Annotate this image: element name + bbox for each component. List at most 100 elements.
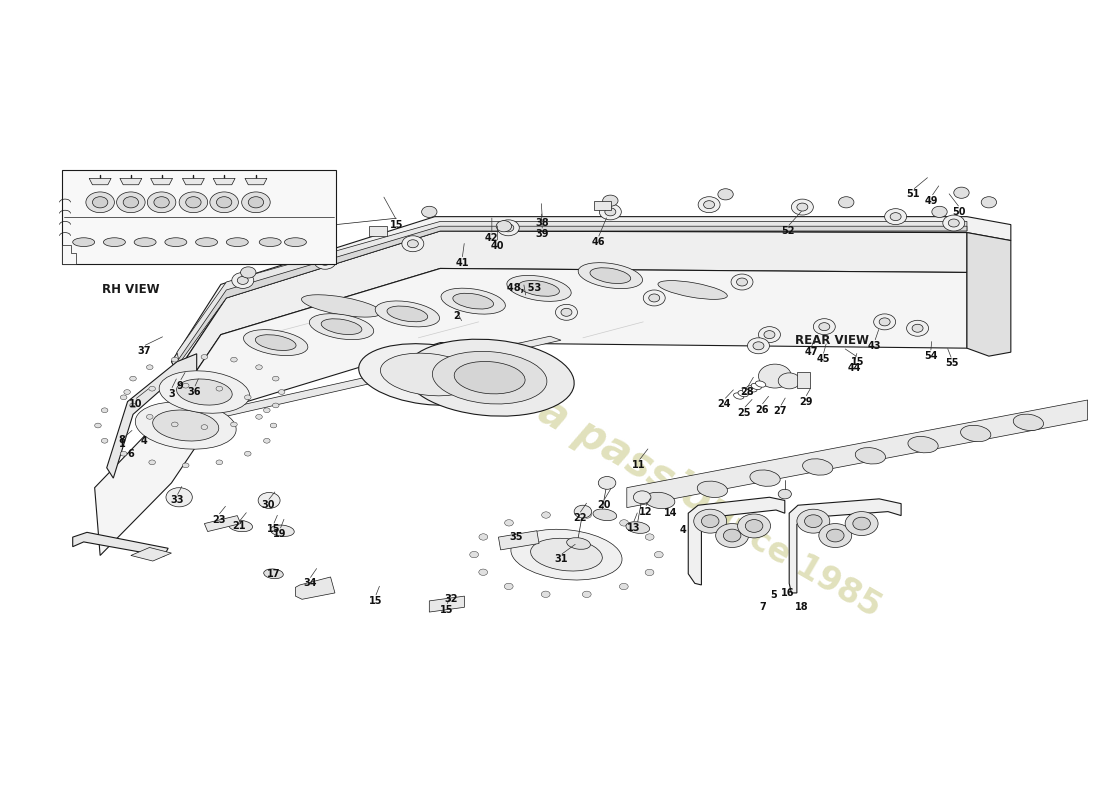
Circle shape: [645, 570, 653, 576]
Text: 26: 26: [755, 405, 769, 414]
Text: 38: 38: [536, 218, 549, 228]
Circle shape: [101, 408, 108, 413]
Circle shape: [264, 408, 271, 413]
Bar: [368, 226, 386, 236]
Ellipse shape: [309, 314, 374, 340]
Circle shape: [172, 358, 178, 362]
Circle shape: [981, 197, 997, 208]
Ellipse shape: [519, 281, 560, 296]
Ellipse shape: [510, 530, 622, 580]
Circle shape: [244, 395, 251, 400]
Circle shape: [948, 219, 959, 227]
Text: 47: 47: [804, 347, 818, 357]
Ellipse shape: [271, 525, 294, 537]
Ellipse shape: [658, 281, 727, 299]
Circle shape: [264, 438, 271, 443]
Ellipse shape: [227, 238, 249, 246]
Circle shape: [273, 376, 279, 381]
Polygon shape: [73, 532, 168, 556]
Circle shape: [852, 517, 870, 530]
Text: 4: 4: [141, 437, 147, 446]
Circle shape: [890, 213, 901, 221]
Circle shape: [183, 463, 189, 468]
Circle shape: [561, 308, 572, 316]
Circle shape: [210, 192, 239, 213]
Circle shape: [737, 278, 748, 286]
Text: 15: 15: [368, 596, 383, 606]
Text: 15: 15: [850, 357, 864, 366]
Circle shape: [716, 523, 749, 547]
Text: 31: 31: [554, 554, 568, 565]
Ellipse shape: [165, 238, 187, 246]
Ellipse shape: [260, 238, 282, 246]
Text: 21: 21: [233, 521, 246, 531]
Ellipse shape: [160, 371, 250, 414]
Polygon shape: [172, 231, 967, 408]
Text: REAR VIEW: REAR VIEW: [795, 334, 869, 346]
Circle shape: [179, 192, 208, 213]
Circle shape: [148, 386, 155, 391]
Ellipse shape: [453, 294, 494, 309]
Text: 15: 15: [389, 220, 403, 230]
Circle shape: [120, 451, 127, 456]
Polygon shape: [175, 226, 967, 370]
Circle shape: [845, 512, 878, 535]
Circle shape: [503, 224, 514, 232]
Circle shape: [748, 338, 769, 354]
Ellipse shape: [264, 569, 284, 578]
Polygon shape: [498, 530, 539, 550]
Text: 6: 6: [128, 450, 134, 459]
Circle shape: [826, 529, 844, 542]
Circle shape: [954, 187, 969, 198]
Text: 48, 53: 48, 53: [506, 283, 541, 294]
Circle shape: [172, 422, 178, 427]
Circle shape: [273, 403, 279, 408]
Circle shape: [796, 510, 829, 533]
Text: a passion: a passion: [531, 390, 745, 538]
Circle shape: [130, 403, 136, 408]
Circle shape: [201, 354, 208, 359]
Ellipse shape: [566, 538, 591, 550]
Circle shape: [148, 460, 155, 465]
Text: 16: 16: [781, 588, 795, 598]
Text: 39: 39: [536, 229, 549, 239]
Circle shape: [92, 197, 108, 208]
Circle shape: [605, 208, 616, 216]
Circle shape: [694, 510, 727, 533]
Ellipse shape: [134, 238, 156, 246]
Circle shape: [217, 197, 232, 208]
Text: 9: 9: [177, 381, 184, 390]
Circle shape: [654, 551, 663, 558]
Circle shape: [186, 197, 201, 208]
Circle shape: [702, 515, 719, 527]
Circle shape: [146, 365, 153, 370]
Ellipse shape: [747, 386, 757, 392]
Circle shape: [504, 583, 513, 590]
Ellipse shape: [432, 351, 547, 404]
Text: 15: 15: [266, 524, 280, 534]
Circle shape: [147, 192, 176, 213]
Circle shape: [759, 326, 780, 342]
Ellipse shape: [908, 437, 938, 453]
Ellipse shape: [579, 262, 642, 289]
Circle shape: [603, 195, 618, 206]
Polygon shape: [205, 336, 561, 424]
Text: 43: 43: [868, 341, 881, 350]
Polygon shape: [183, 178, 205, 185]
Ellipse shape: [321, 318, 362, 334]
Ellipse shape: [454, 362, 525, 394]
Circle shape: [574, 506, 592, 518]
Circle shape: [241, 267, 256, 278]
Text: 18: 18: [794, 602, 808, 612]
Circle shape: [619, 583, 628, 590]
Circle shape: [619, 520, 628, 526]
Text: 45: 45: [816, 354, 831, 364]
Circle shape: [738, 514, 770, 538]
Circle shape: [884, 209, 906, 225]
Circle shape: [649, 294, 660, 302]
Circle shape: [541, 591, 550, 598]
Circle shape: [718, 189, 734, 200]
Circle shape: [704, 201, 715, 209]
Text: 7: 7: [759, 602, 767, 612]
Circle shape: [154, 197, 169, 208]
